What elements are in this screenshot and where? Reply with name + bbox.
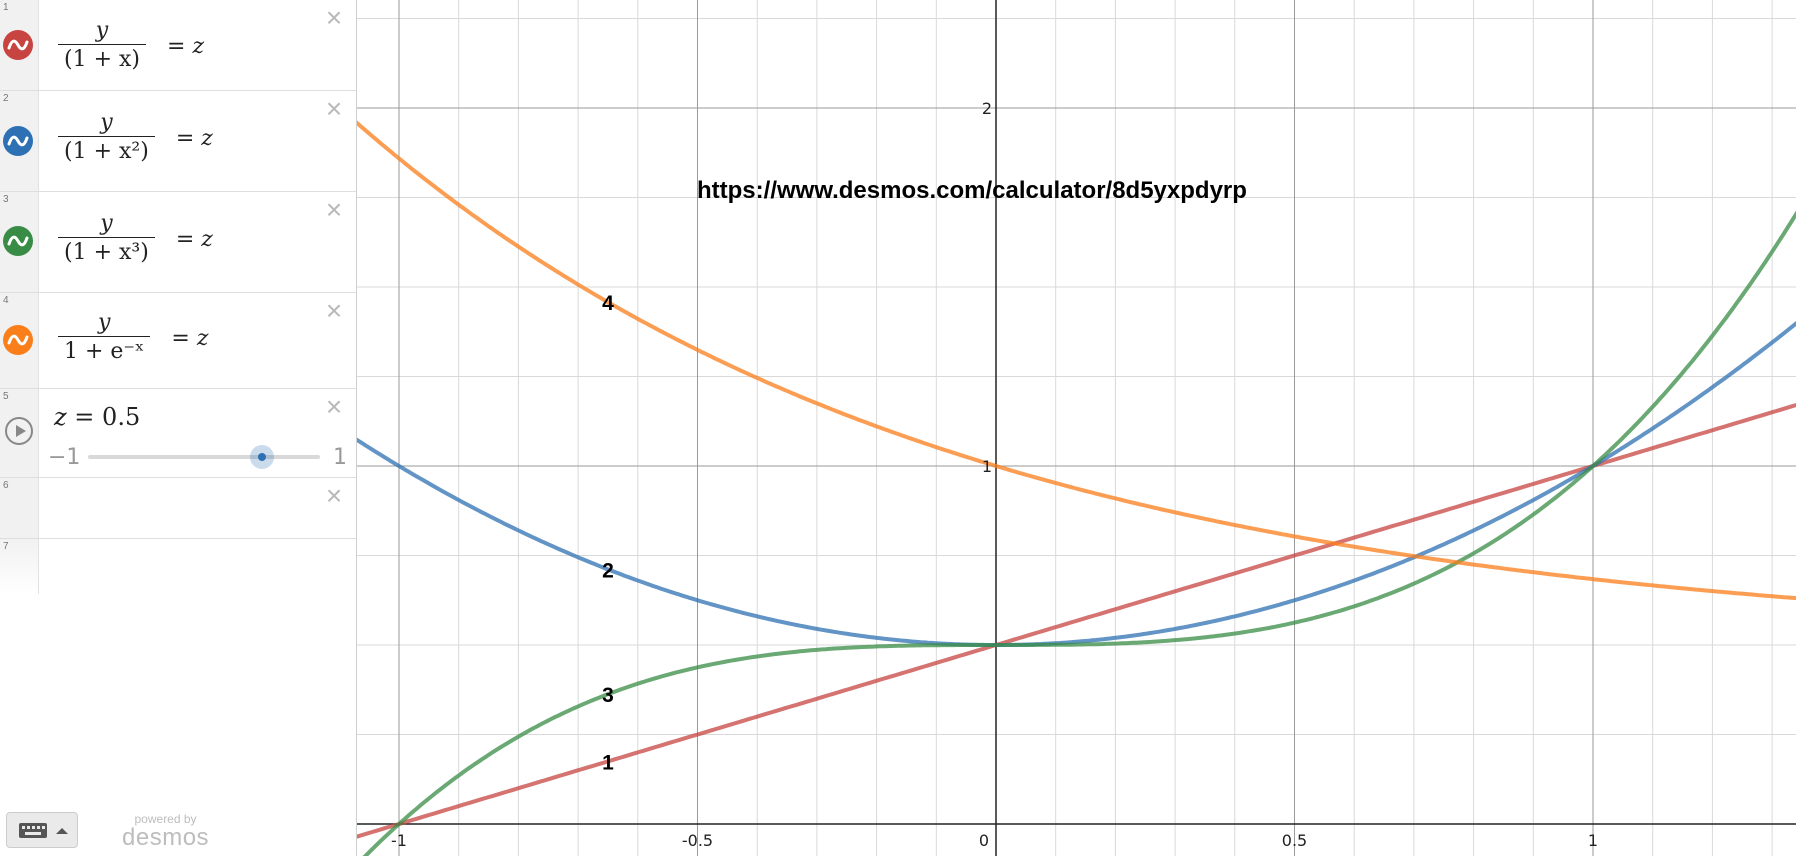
equals-rhs: = z bbox=[175, 227, 213, 252]
curve-label-3: 3 bbox=[602, 684, 614, 707]
denominator: (1 + x³) bbox=[64, 240, 149, 265]
curve-label-2: 2 bbox=[602, 559, 614, 582]
slider-max-label: 1 bbox=[333, 445, 347, 470]
major-gridlines bbox=[356, 0, 1796, 856]
play-icon[interactable] bbox=[5, 417, 33, 445]
rhs: z bbox=[192, 34, 205, 59]
slider-track[interactable] bbox=[88, 445, 320, 469]
expression-gutter: 4 bbox=[0, 293, 39, 388]
keyboard-button[interactable] bbox=[6, 812, 78, 848]
numerator: y bbox=[58, 310, 151, 337]
y-tick-label: 2 bbox=[982, 99, 992, 118]
desmos-wordmark: desmos bbox=[122, 824, 210, 851]
expression-gutter: 3 bbox=[0, 192, 39, 292]
close-icon[interactable]: × bbox=[325, 480, 343, 511]
expression-index: 1 bbox=[3, 2, 9, 13]
expression-index: 5 bbox=[3, 391, 9, 402]
rhs: z bbox=[201, 227, 213, 252]
wave-icon[interactable] bbox=[3, 325, 33, 355]
axes bbox=[356, 0, 1796, 856]
expression-index: 6 bbox=[3, 480, 9, 491]
expression-gutter: 5 bbox=[0, 389, 39, 477]
curve-3 bbox=[362, 210, 1796, 856]
expression-gutter: 6 bbox=[0, 478, 39, 538]
graph-paper[interactable]: -1 -0.5 0 0.5 1 1 2 1 2 3 4 https://www.desmos.co… bbox=[356, 0, 1796, 856]
fraction: y 1 + e⁻ˣ bbox=[58, 310, 151, 367]
slider-thumb[interactable] bbox=[250, 445, 274, 469]
slider-equals: = bbox=[74, 403, 95, 431]
x-tick-label: 0.5 bbox=[1282, 831, 1307, 850]
y-tick-label: 1 bbox=[982, 457, 992, 476]
expression-row-2[interactable]: 2 y (1 + x²) = z × bbox=[0, 91, 356, 192]
expression-row-1[interactable]: 1 y (1 + x) = z × bbox=[0, 0, 356, 91]
close-icon[interactable]: × bbox=[325, 194, 343, 225]
expression-row-4[interactable]: 4 y 1 + e⁻ˣ = z × bbox=[0, 293, 356, 389]
curve-1 bbox=[356, 402, 1796, 839]
curve-label-1: 1 bbox=[602, 751, 614, 774]
expression-row-6[interactable]: 6 × bbox=[0, 478, 356, 539]
slider-value: 0.5 bbox=[102, 403, 141, 431]
slider-variable: z bbox=[54, 403, 67, 431]
rhs: z bbox=[196, 326, 209, 351]
expression-row-7[interactable]: 7 bbox=[0, 539, 356, 594]
expression-math[interactable]: y (1 + x³) = z bbox=[58, 211, 213, 268]
fraction: y (1 + x) bbox=[58, 18, 146, 75]
expression-row-3[interactable]: 3 y (1 + x³) = z × bbox=[0, 192, 356, 293]
expression-math[interactable]: y (1 + x²) = z bbox=[58, 110, 213, 167]
denominator: (1 + x) bbox=[64, 47, 140, 72]
equals-rhs: = z bbox=[175, 126, 213, 151]
expression-index: 4 bbox=[3, 295, 9, 306]
close-icon[interactable]: × bbox=[325, 391, 343, 422]
graph-canvas[interactable]: -1 -0.5 0 0.5 1 1 2 1 2 3 4 https://www.desmos.co… bbox=[356, 0, 1796, 856]
expression-math[interactable]: y (1 + x) = z bbox=[58, 18, 204, 75]
slider-expression[interactable]: z = 0.5 bbox=[54, 403, 140, 431]
curves bbox=[356, 119, 1796, 856]
expression-gutter: 7 bbox=[0, 539, 39, 594]
denominator: (1 + x²) bbox=[64, 139, 149, 164]
close-icon[interactable]: × bbox=[325, 2, 343, 33]
wave-icon[interactable] bbox=[3, 126, 33, 156]
x-tick-label: 1 bbox=[1588, 831, 1598, 850]
wave-icon[interactable] bbox=[3, 226, 33, 256]
bottom-bar: powered by desmos bbox=[0, 806, 356, 856]
expression-index: 3 bbox=[3, 194, 9, 205]
expression-gutter: 2 bbox=[0, 91, 39, 191]
slider-min-label: −1 bbox=[48, 445, 81, 470]
fraction: y (1 + x²) bbox=[58, 110, 155, 167]
expression-gutter: 1 bbox=[0, 0, 39, 90]
numerator: y bbox=[58, 110, 155, 137]
expression-list: 1 y (1 + x) = z × 2 y (1 + x²) = z bbox=[0, 0, 357, 856]
expression-math[interactable]: y 1 + e⁻ˣ = z bbox=[58, 310, 208, 367]
curve-labels: 1 2 3 4 bbox=[602, 292, 614, 774]
numerator: y bbox=[58, 18, 146, 45]
expression-index: 7 bbox=[3, 541, 9, 552]
numerator: y bbox=[58, 211, 155, 238]
curve-4 bbox=[356, 119, 1796, 601]
fraction: y (1 + x³) bbox=[58, 211, 155, 268]
x-tick-label: -1 bbox=[391, 831, 407, 850]
wave-icon[interactable] bbox=[3, 30, 33, 60]
close-icon[interactable]: × bbox=[325, 93, 343, 124]
slider-row[interactable]: 5 z = 0.5 −1 1 × bbox=[0, 389, 356, 478]
url-annotation: https://www.desmos.com/calculator/8d5yxp… bbox=[697, 177, 1247, 204]
curve-label-4: 4 bbox=[602, 292, 614, 315]
powered-by-text: powered by bbox=[134, 812, 197, 826]
keyboard-icon bbox=[19, 823, 68, 838]
denominator: 1 + e⁻ˣ bbox=[64, 339, 145, 364]
rhs: z bbox=[201, 126, 213, 151]
minor-gridlines bbox=[356, 0, 1796, 856]
tick-labels: -1 -0.5 0 0.5 1 1 2 bbox=[391, 99, 1598, 850]
equals-rhs: = z bbox=[167, 34, 205, 59]
close-icon[interactable]: × bbox=[325, 295, 343, 326]
expression-index: 2 bbox=[3, 93, 9, 104]
curve-2 bbox=[356, 320, 1796, 647]
x-tick-label: 0 bbox=[979, 831, 989, 850]
desmos-logo: powered by desmos bbox=[122, 812, 209, 852]
x-tick-label: -0.5 bbox=[682, 831, 713, 850]
equals-rhs: = z bbox=[171, 326, 209, 351]
